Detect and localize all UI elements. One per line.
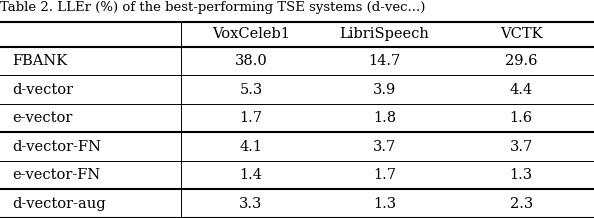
Text: 1.6: 1.6	[510, 111, 533, 125]
Text: 1.7: 1.7	[373, 168, 396, 182]
Text: 1.3: 1.3	[510, 168, 533, 182]
Text: FBANK: FBANK	[12, 54, 67, 68]
Text: 3.3: 3.3	[239, 197, 263, 211]
Text: e-vector: e-vector	[12, 111, 72, 125]
Text: 3.9: 3.9	[373, 83, 396, 97]
Text: 1.8: 1.8	[373, 111, 396, 125]
Text: 2.3: 2.3	[510, 197, 533, 211]
Text: VCTK: VCTK	[500, 27, 542, 41]
Text: 3.7: 3.7	[510, 140, 533, 154]
Text: d-vector: d-vector	[12, 83, 73, 97]
Text: d-vector-aug: d-vector-aug	[12, 197, 106, 211]
Text: 38.0: 38.0	[235, 54, 267, 68]
Text: d-vector-FN: d-vector-FN	[12, 140, 101, 154]
Text: LibriSpeech: LibriSpeech	[340, 27, 429, 41]
Text: Table 2. LLEr (%) of the best-performing TSE systems (d-vec...): Table 2. LLEr (%) of the best-performing…	[0, 1, 425, 14]
Text: 4.1: 4.1	[239, 140, 263, 154]
Text: VoxCeleb1: VoxCeleb1	[212, 27, 290, 41]
Text: 5.3: 5.3	[239, 83, 263, 97]
Text: 4.4: 4.4	[510, 83, 533, 97]
Text: 1.7: 1.7	[239, 111, 263, 125]
Text: e-vector-FN: e-vector-FN	[12, 168, 100, 182]
Text: 29.6: 29.6	[505, 54, 538, 68]
Text: 1.3: 1.3	[373, 197, 396, 211]
Text: 14.7: 14.7	[368, 54, 401, 68]
Text: 1.4: 1.4	[239, 168, 263, 182]
Text: 3.7: 3.7	[373, 140, 396, 154]
